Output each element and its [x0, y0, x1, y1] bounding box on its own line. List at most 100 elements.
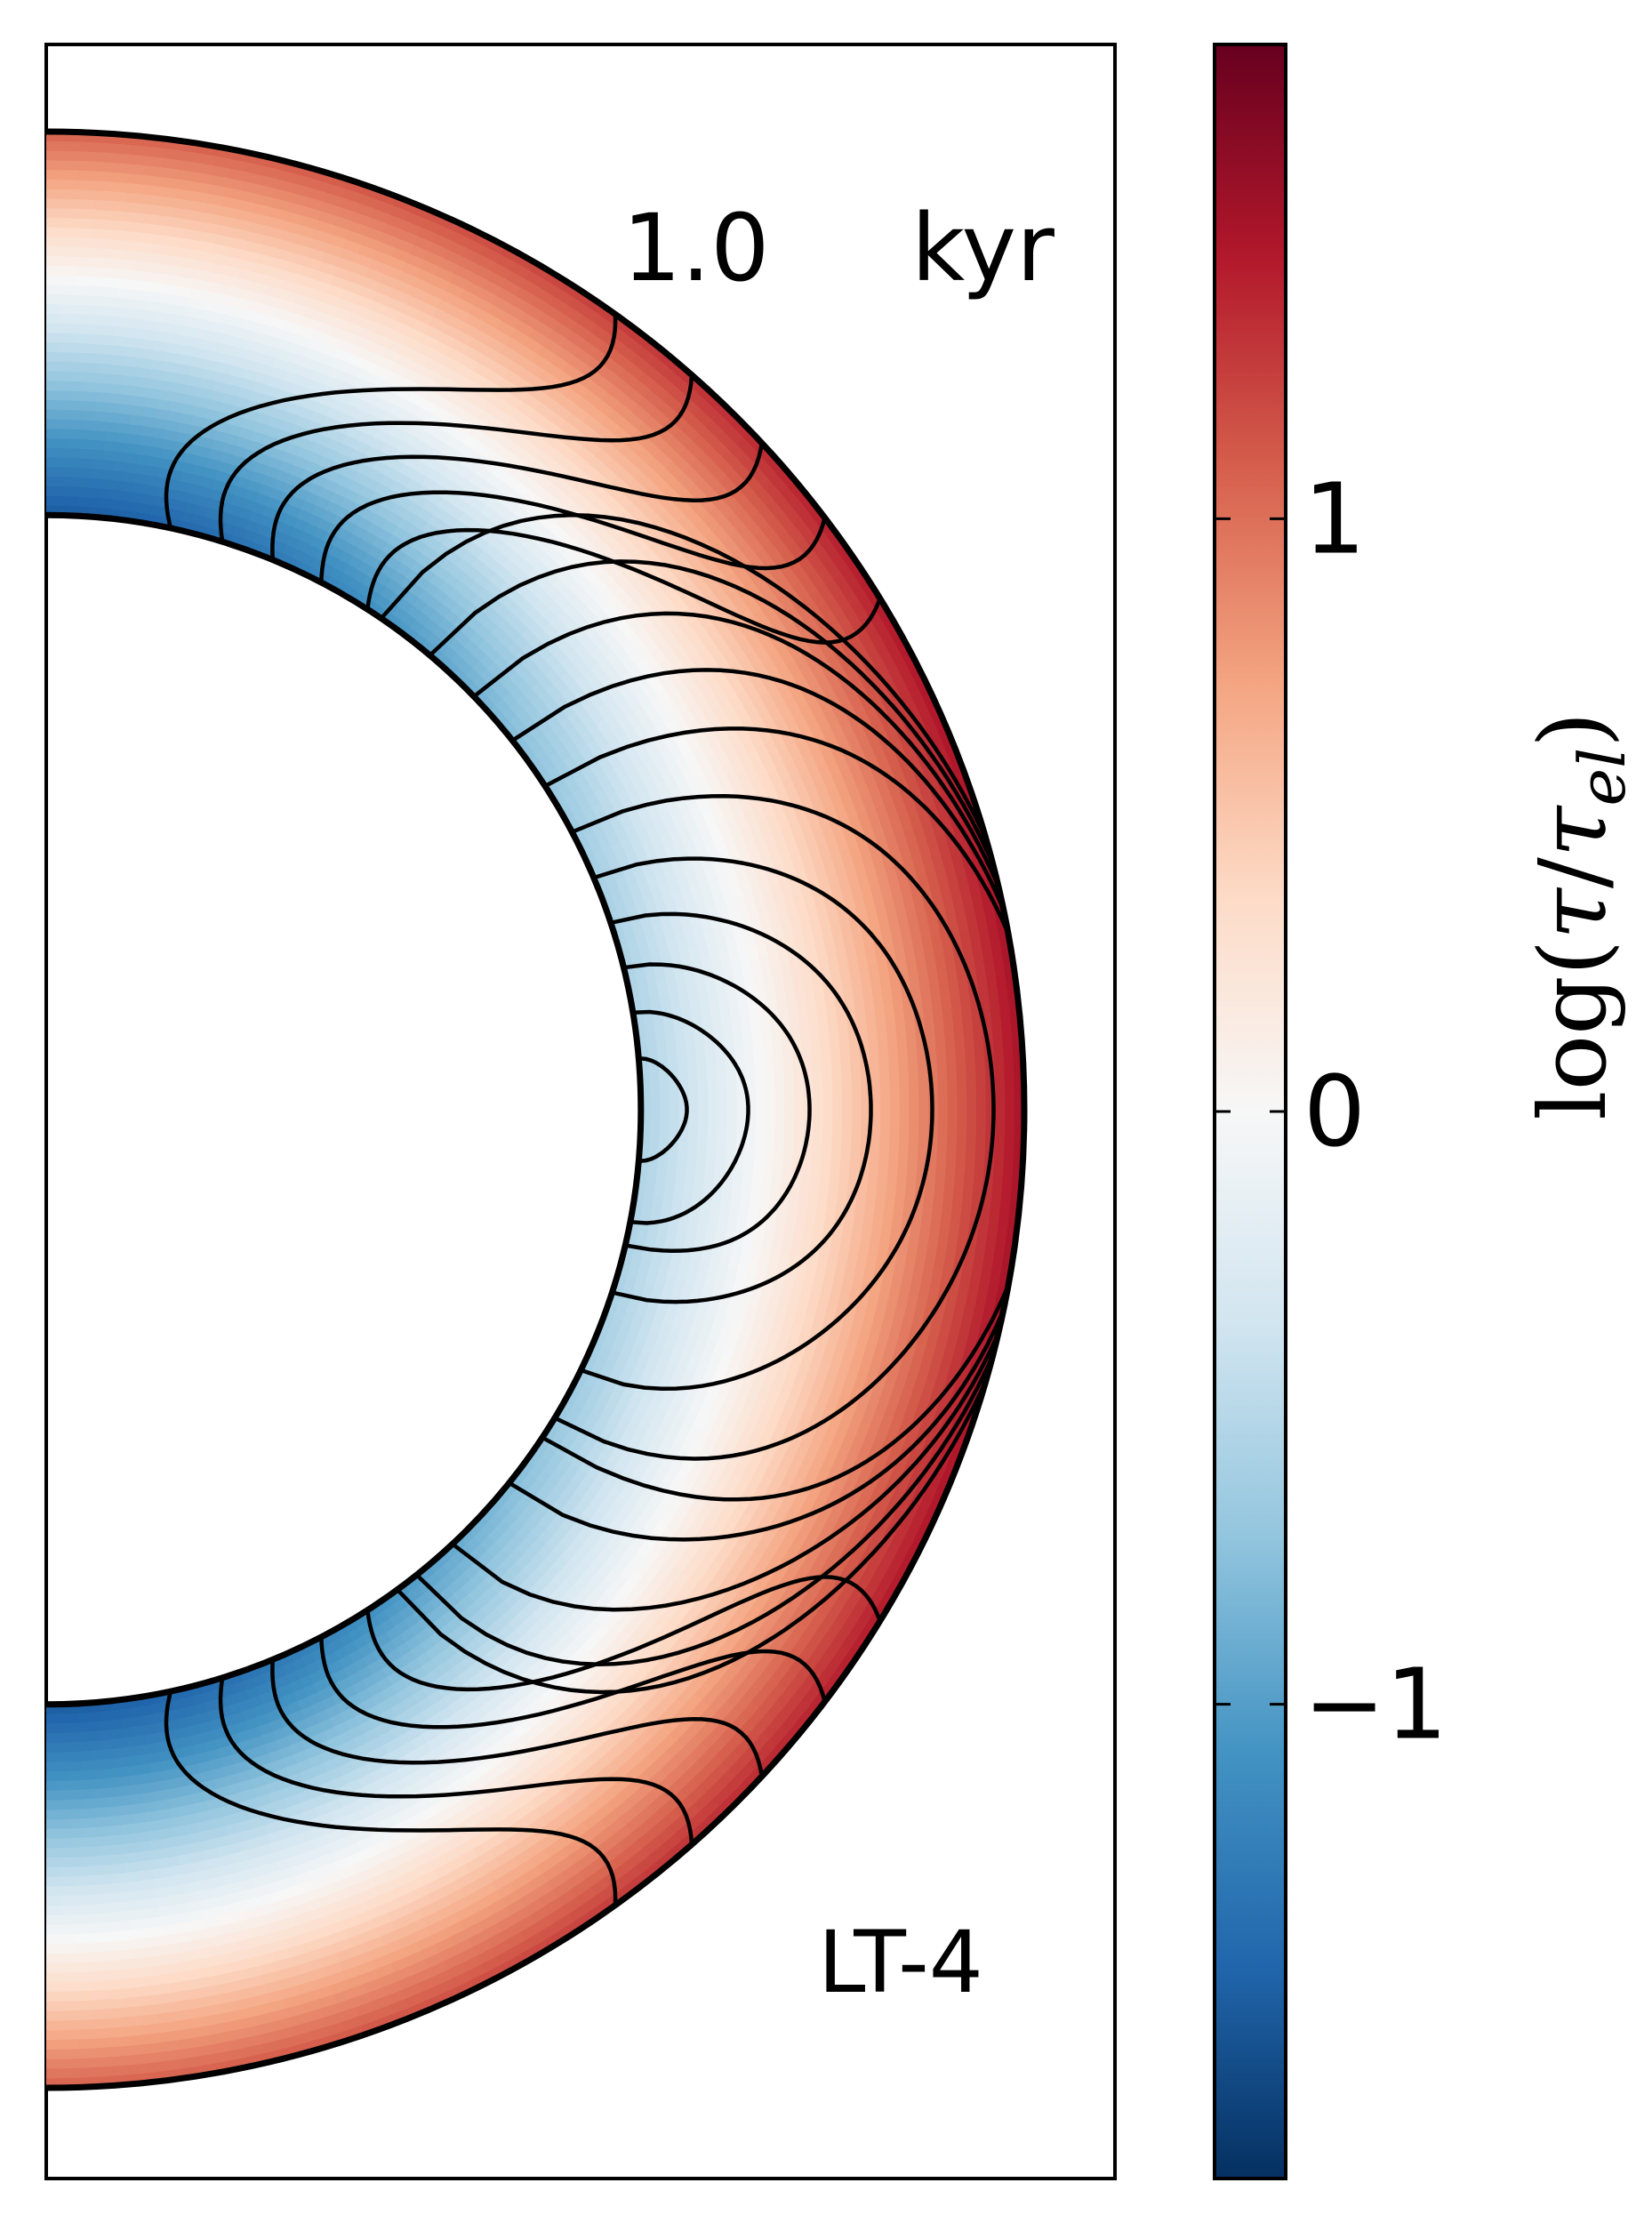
color-cell	[660, 1098, 670, 1112]
color-cell	[132, 492, 147, 504]
color-cell	[662, 1185, 676, 1200]
color-cell	[687, 1075, 699, 1090]
color-cell	[46, 466, 60, 478]
color-cell	[677, 984, 690, 1001]
color-cell	[120, 1737, 136, 1749]
color-cell	[659, 1087, 670, 1102]
color-cell	[102, 459, 117, 471]
color-cell	[652, 1195, 664, 1210]
color-cell	[650, 1087, 661, 1102]
color-cell	[68, 457, 84, 469]
color-cell	[46, 486, 60, 496]
color-cell	[674, 1176, 686, 1191]
color-cell	[659, 1131, 670, 1145]
color-cell	[682, 1188, 694, 1204]
color-cell	[111, 479, 126, 492]
color-cell	[127, 1706, 143, 1719]
color-cell	[77, 496, 92, 508]
color-cell	[135, 463, 151, 476]
color-cell	[113, 460, 129, 472]
color-cell	[89, 478, 104, 489]
color-cell	[109, 1737, 125, 1750]
color-cell	[663, 1021, 676, 1037]
color-cell	[129, 1715, 144, 1729]
color-cell	[646, 1173, 658, 1187]
color-cell	[54, 1722, 68, 1734]
color-cell	[685, 1041, 697, 1056]
color-cell	[688, 1087, 699, 1102]
color-cell	[667, 987, 680, 1003]
color-cell	[646, 1034, 658, 1049]
color-cell	[648, 991, 662, 1006]
color-cell	[46, 1733, 58, 1744]
color-cell	[650, 1120, 661, 1134]
color-cell	[100, 478, 116, 490]
color-cell	[66, 1741, 80, 1753]
color-cell	[140, 1723, 156, 1737]
color-cell	[688, 1098, 700, 1112]
color-cell	[669, 1120, 680, 1135]
color-cell	[65, 1732, 80, 1744]
color-cell	[68, 476, 83, 487]
color-cell	[142, 1733, 158, 1745]
color-cell	[46, 476, 60, 486]
color-cell	[150, 1712, 165, 1725]
color-cell	[98, 1729, 113, 1742]
color-cell	[46, 456, 60, 468]
color-cell	[676, 1042, 687, 1057]
color-cell	[117, 1708, 132, 1721]
color-cell	[662, 1196, 674, 1212]
color-cell	[119, 1727, 135, 1739]
color-cell	[90, 468, 105, 479]
color-cell	[648, 1141, 660, 1155]
main-panel: 1.0 kyr LT-4	[44, 43, 1117, 2180]
color-cell	[678, 1131, 689, 1146]
color-cell	[57, 466, 72, 478]
color-cell	[79, 457, 95, 469]
color-cell	[666, 1043, 678, 1058]
color-cell	[686, 1053, 698, 1068]
color-cell	[46, 1713, 58, 1724]
color-cell	[152, 1721, 167, 1735]
color-cell	[664, 1032, 677, 1047]
color-cell	[54, 1732, 68, 1744]
color-cell	[134, 472, 149, 486]
color-cell	[78, 477, 93, 488]
color-cell	[674, 1031, 686, 1047]
color-cell	[86, 1721, 101, 1733]
color-cell	[132, 482, 148, 494]
color-cell	[110, 489, 125, 502]
color-cell	[654, 1174, 667, 1189]
color-cell	[65, 1722, 79, 1734]
color-cell	[100, 487, 115, 500]
color-cell	[130, 501, 145, 514]
color-cell	[664, 1175, 677, 1190]
color-cell	[87, 1740, 102, 1752]
color-cell	[654, 1023, 666, 1038]
color-cell	[670, 1110, 680, 1124]
color-cell	[138, 1705, 153, 1717]
color-cell	[667, 1152, 678, 1168]
color-cell	[57, 476, 71, 487]
color-cell	[57, 486, 71, 497]
color-cell	[123, 471, 139, 484]
color-cell	[132, 1735, 148, 1747]
color-cell	[649, 1077, 661, 1091]
color-cell	[85, 1712, 100, 1723]
color-cell	[642, 1193, 655, 1208]
color-cell	[686, 1143, 699, 1159]
color-cell	[97, 1720, 112, 1732]
color-cell	[684, 1176, 696, 1192]
color-cell	[684, 1030, 696, 1046]
color-cell	[89, 487, 103, 499]
color-cell	[688, 1110, 700, 1124]
color-cell	[650, 1110, 661, 1123]
color-cell	[124, 461, 140, 474]
color-cell	[667, 1054, 678, 1069]
color-cell	[660, 1110, 670, 1124]
color-cell	[670, 1098, 680, 1112]
color-cell	[76, 1721, 90, 1733]
color-cell	[646, 1045, 659, 1060]
color-cell	[68, 486, 82, 497]
color-cell	[119, 500, 134, 512]
